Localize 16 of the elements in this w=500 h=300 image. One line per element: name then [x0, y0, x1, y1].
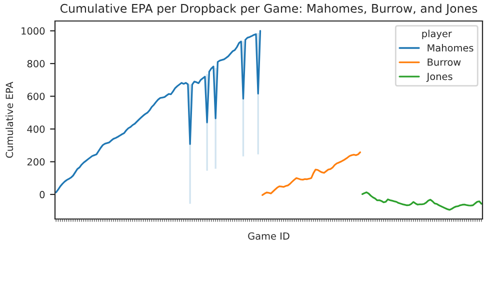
legend-label: Mahomes	[428, 44, 474, 52]
y-tick-label: 200	[27, 158, 45, 166]
y-tick-label: 600	[27, 92, 45, 100]
legend-title: player	[422, 30, 452, 40]
y-tick-label: 1000	[22, 27, 45, 35]
legend-label: Jones	[426, 72, 452, 82]
x-axis-title: Game ID	[248, 232, 290, 240]
chart-title: Cumulative EPA per Dropback per Game: Mahomes, Burrow, and Jones	[60, 4, 478, 16]
line-series	[262, 151, 362, 196]
y-axis-title: Cumulative EPA	[6, 82, 14, 158]
y-tick-label: 0	[40, 190, 45, 198]
legend-label: Burrow	[428, 58, 461, 66]
y-tick-label: 400	[27, 125, 45, 133]
line-series	[55, 30, 262, 194]
line-series	[361, 191, 482, 211]
y-tick-label: 800	[27, 60, 45, 68]
